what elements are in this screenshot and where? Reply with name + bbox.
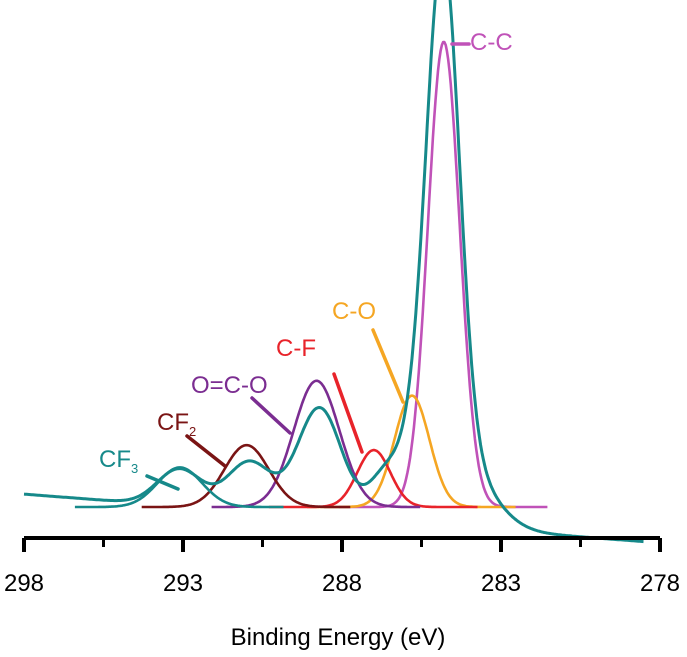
peak-label-c-f: C-F: [276, 335, 316, 362]
x-tick-label-288: 288: [322, 570, 362, 597]
component-curve-c-f: [268, 448, 478, 509]
leader-line-cf2: [185, 434, 227, 468]
envelope-curve: [23, 0, 644, 544]
lbl-cf3-subscript: 3: [131, 461, 138, 476]
leader-line-cf3: [145, 474, 180, 491]
x-tick-label-283: 283: [481, 570, 521, 597]
peak-label-cf3: CF3: [99, 446, 138, 476]
x-axis-title: Binding Energy (eV): [231, 624, 446, 651]
peak-label-c-o: C-O: [332, 298, 376, 325]
x-tick-label-293: 293: [163, 570, 203, 597]
x-axis-ticks: 298 293 288 283 278: [4, 538, 680, 597]
leader-line-c-o: [371, 328, 405, 404]
peak-label-o-c-o: O=C-O: [191, 372, 268, 399]
component-curve-o-c-o: [211, 379, 421, 509]
x-tick-label-298: 298: [4, 570, 44, 597]
label-leader-lines: [145, 42, 471, 491]
x-tick-label-278: 278: [640, 570, 680, 597]
leader-line-c-f: [332, 372, 364, 454]
peak-label-c-c: C-C: [470, 29, 513, 56]
lbl-cf2-subscript: 2: [189, 424, 196, 439]
measured-spectrum-line: [23, 0, 644, 544]
component-curve-c-c: [338, 40, 548, 509]
component-curves: [74, 40, 548, 509]
leader-line-o-c-o: [250, 396, 292, 435]
component-curve-cf2: [141, 443, 351, 509]
peak-label-cf2: CF2: [157, 409, 196, 439]
